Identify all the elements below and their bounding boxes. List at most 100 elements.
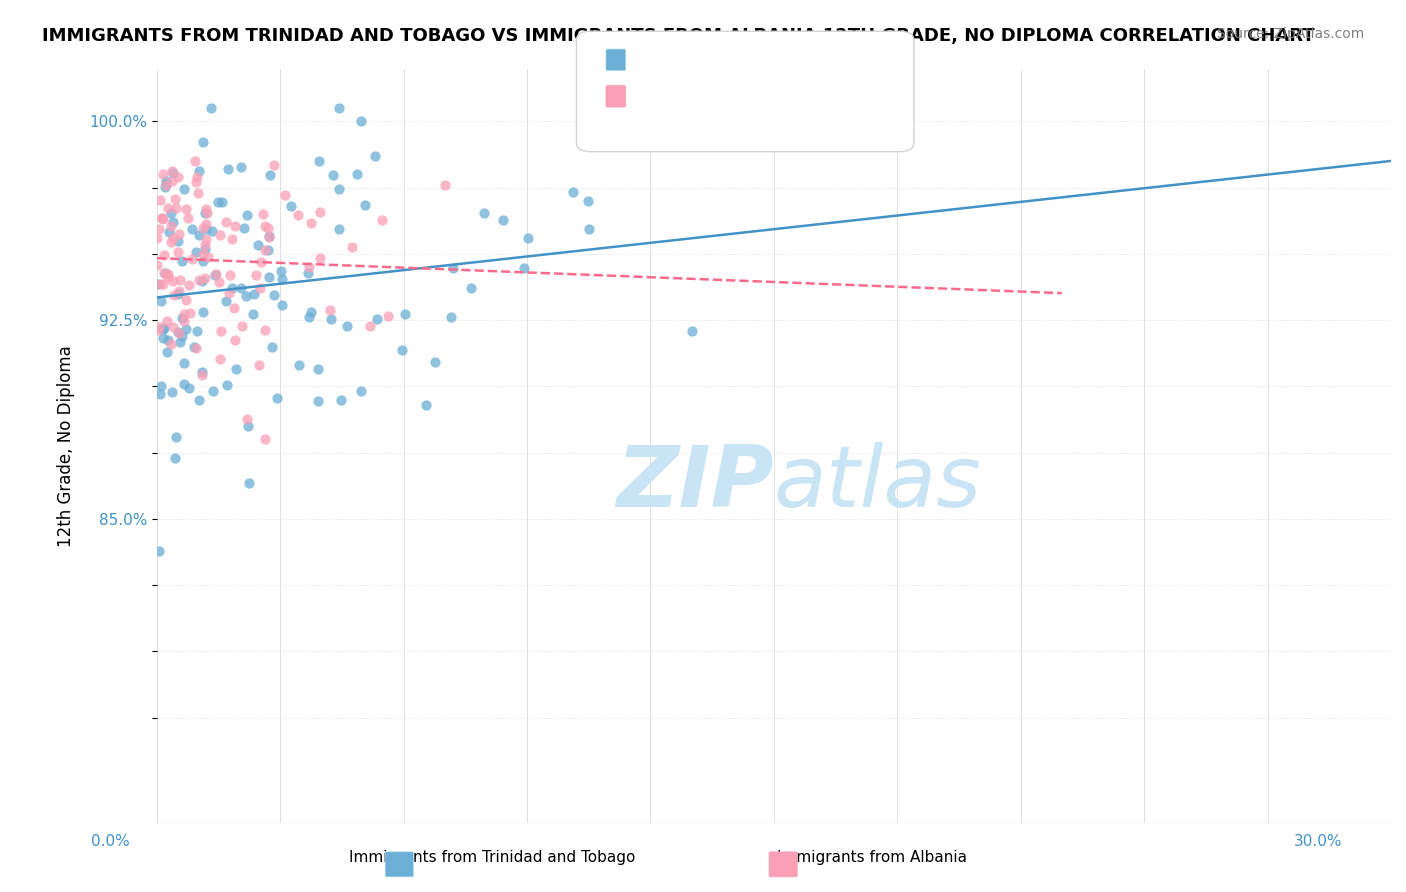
Text: Immigrants from Trinidad and Tobago: Immigrants from Trinidad and Tobago [349,850,636,865]
Point [209,324,232,338]
Point [342,240,364,254]
Point [167,326,190,341]
Point [177,211,200,226]
Point [253,219,276,233]
Text: 0.0%: 0.0% [91,834,131,849]
Point [191,254,214,268]
Point [150,211,173,226]
Point [225,361,247,376]
Point [162,215,184,229]
Point [162,274,184,288]
Point [207,195,229,210]
Point [271,272,294,286]
Point [149,293,172,308]
Text: 30.0%: 30.0% [1295,834,1343,849]
Point [318,302,340,317]
Point [184,245,207,260]
Point [149,193,172,207]
Point [155,174,177,188]
Point [263,157,285,171]
Point [202,384,225,399]
Point [156,344,179,359]
Point [309,205,332,219]
Point [371,212,394,227]
Point [194,271,217,285]
Point [166,234,188,248]
Point [322,168,344,182]
Point [224,219,246,233]
Point [204,268,226,283]
Point [167,287,190,301]
Point [681,324,703,338]
Point [561,185,583,199]
Point [146,277,169,291]
Point [170,329,193,343]
Point [235,288,257,302]
Point [195,202,218,216]
Point [233,220,256,235]
Point [156,201,179,215]
Point [146,323,169,337]
Point [179,306,201,320]
Point [152,248,174,262]
Point [250,254,273,268]
Point [160,219,183,233]
Point [195,221,218,235]
Point [319,312,342,326]
Point [492,213,515,227]
Point [257,229,280,244]
Point [576,194,599,208]
Point [209,351,232,366]
Point [169,273,191,287]
Point [354,198,377,212]
Point [229,281,252,295]
Text: 0.107: 0.107 [658,49,710,67]
Point [150,211,173,226]
Point [152,212,174,227]
Point [423,354,446,368]
Point [153,266,176,280]
Point [159,225,181,239]
Point [188,227,211,242]
Point [155,178,177,193]
Point [257,221,280,235]
Point [224,333,246,347]
Point [174,322,197,336]
Point [188,163,211,178]
Point [363,149,385,163]
Text: R =: R = [631,85,662,103]
Point [200,224,222,238]
Point [187,186,209,200]
Y-axis label: 12th Grade, No Diploma: 12th Grade, No Diploma [58,345,75,547]
Point [152,266,174,280]
Point [517,231,540,245]
Point [247,358,270,372]
Point [247,238,270,252]
Point [167,227,190,241]
Point [208,275,231,289]
Point [513,261,536,276]
Point [218,286,240,301]
Point [195,232,218,246]
Point [252,207,274,221]
Point [173,314,195,328]
Point [245,268,267,282]
Point [236,208,259,222]
Point [170,310,193,325]
Point [217,162,239,177]
Point [346,167,368,181]
Point [162,319,184,334]
Point [307,394,329,409]
Point [194,242,217,256]
Point [160,337,183,351]
Point [256,243,278,257]
Point [460,281,482,295]
Point [146,259,169,273]
Point [297,267,319,281]
Point [299,216,322,230]
Point [211,194,233,209]
Point [190,368,212,382]
Point [259,270,281,285]
Point [173,356,195,370]
Point [578,222,600,236]
